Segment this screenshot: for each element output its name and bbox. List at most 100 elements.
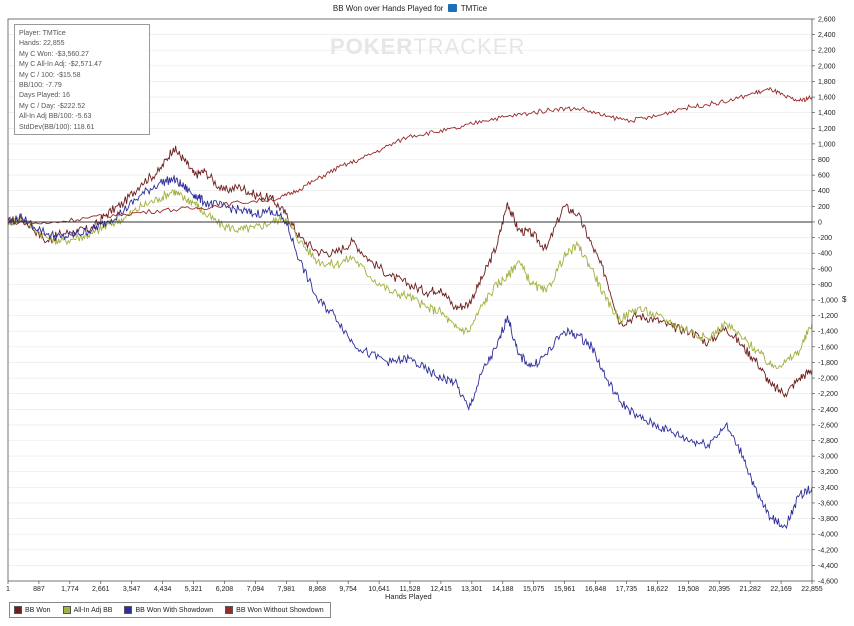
x-tick-label: 15,075 [523,586,545,593]
chart-title-player: TMTice [460,4,488,13]
stats-line: My C Won: -$3,560.27 [19,50,89,58]
y-tick-label: -200 [818,235,832,242]
y-tick-label: -400 [818,251,832,258]
y-tick-label: 1,200 [818,126,836,133]
series-line-2 [7,189,813,369]
x-tick-label: 22,855 [801,586,823,593]
y-axis-unit: $ [842,295,847,304]
legend-swatch [124,606,133,614]
y-tick-label: -1,000 [818,298,838,305]
y-tick-label: -2,200 [818,391,838,398]
x-tick-label: 11,528 [400,586,421,593]
stats-line: My C / 100: -$15.58 [19,71,81,79]
y-tick-label: -1,600 [818,344,838,351]
y-tick-label: -600 [818,266,832,273]
y-tick-label: 400 [818,188,830,195]
y-tick-label: -3,200 [818,469,838,476]
y-tick-label: 2,000 [818,63,836,70]
y-tick-label: -2,400 [818,407,838,414]
x-tick-label: 1,774 [61,586,79,593]
x-tick-label: 14,188 [492,586,514,593]
series-line-3 [7,175,813,530]
stats-line: My C / Day: -$222.52 [19,102,86,110]
y-tick-label: -1,200 [818,313,838,320]
stats-box: Player: TMTice Hands: 22,855 My C Won: -$3… [14,24,150,135]
y-tick-label: -2,600 [818,422,838,429]
chart-title: BB Won over Hands Played for TMTice [0,4,820,13]
legend-label: BB Won Without Showdown [236,606,324,614]
y-tick-label: 1,600 [818,95,836,102]
x-tick-label: 17,735 [616,586,638,593]
x-tick-label: 9,754 [339,586,357,593]
y-tick-label: -1,400 [818,329,838,336]
legend-label: BB Won With Showdown [135,606,214,614]
x-tick-label: 1 [6,586,10,593]
y-tick-label: 0 [818,219,822,226]
x-tick-label: 13,301 [461,586,483,593]
y-tick-label: 600 [818,173,830,180]
legend-swatch [62,606,71,614]
y-tick-label: -4,600 [818,579,838,586]
x-tick-label: 18,622 [647,586,669,593]
x-tick-label: 6,208 [216,586,234,593]
y-tick-label: 2,200 [818,48,836,55]
y-tick-label: -3,000 [818,454,838,461]
stats-line: My C All-In Adj: -$2,571.47 [19,61,102,69]
y-tick-label: -2,000 [818,376,838,383]
stats-line: StdDev(BB/100): 118.61 [19,123,95,131]
y-tick-label: -4,400 [818,563,838,570]
x-tick-label: 19,508 [678,586,700,593]
legend-item[interactable]: All-In Adj BB [62,606,113,614]
x-tick-label: 22,169 [770,586,792,593]
x-tick-label: 12,415 [430,586,452,593]
legend-item[interactable]: BB Won With Showdown [124,606,213,614]
legend-label: BB Won [25,606,51,614]
series-line-4 [7,86,813,226]
x-axis-title: Hands Played [385,592,432,601]
y-tick-label: -3,600 [818,500,838,507]
legend: BB Won All-In Adj BB BB Won With Showdown B… [9,602,331,618]
x-tick-label: 4,434 [154,586,172,593]
y-tick-label: 1,400 [818,110,836,117]
chart-title-prefix: BB Won over Hands Played for [332,4,444,13]
pokertracker-watermark: POKERTRACKER [330,34,526,59]
y-tick-label: -3,800 [818,516,838,523]
stats-line: Hands: 22,855 [19,40,65,48]
x-tick-label: 7,981 [278,586,296,593]
x-tick-label: 10,641 [368,586,390,593]
y-tick-label: 1,800 [818,79,836,86]
legend-item[interactable]: BB Won [14,606,51,614]
y-tick-label: -1,800 [818,360,838,367]
y-tick-label: 800 [818,157,830,164]
plot-frame [7,18,813,582]
stats-line: Player: TMTice [19,30,66,37]
x-tick-label: 887 [33,586,45,593]
legend-swatch [14,606,22,614]
y-tick-label: 1,000 [818,141,836,148]
x-tick-label: 16,848 [585,586,607,593]
series-layer [7,86,813,530]
x-tick-label: 3,547 [123,586,141,593]
x-tick-label: 15,961 [554,586,576,593]
x-tick-label: 5,321 [185,586,203,593]
axes-layer: 2,600 2,400 2,200 2,000 1,800 1,600 1,400 1,200… [6,17,838,594]
legend-swatch [225,606,234,614]
legend-item[interactable]: BB Won Without Showdown [225,606,324,614]
stats-line: BB/100: -7.79 [19,82,62,90]
x-tick-label: 20,395 [709,586,731,593]
stats-line: All-In Adj BB/100: -5.63 [19,113,92,121]
x-tick-label: 2,661 [92,586,110,593]
legend-label: All-In Adj BB [73,606,113,614]
pokertracker-logo-icon [447,4,457,12]
y-tick-label: -800 [818,282,832,289]
x-tick-label: 7,094 [247,586,265,593]
y-tick-label: 200 [818,204,830,211]
y-tick-label: -3,400 [818,485,838,492]
x-tick-label: 21,282 [739,586,761,593]
y-tick-label: 2,400 [818,32,836,39]
series-line-1 [7,145,813,398]
stats-line: Days Played: 16 [19,92,70,100]
y-tick-label: -4,200 [818,547,838,554]
y-tick-label: 2,600 [818,17,836,24]
x-tick-label: 8,868 [308,586,326,593]
